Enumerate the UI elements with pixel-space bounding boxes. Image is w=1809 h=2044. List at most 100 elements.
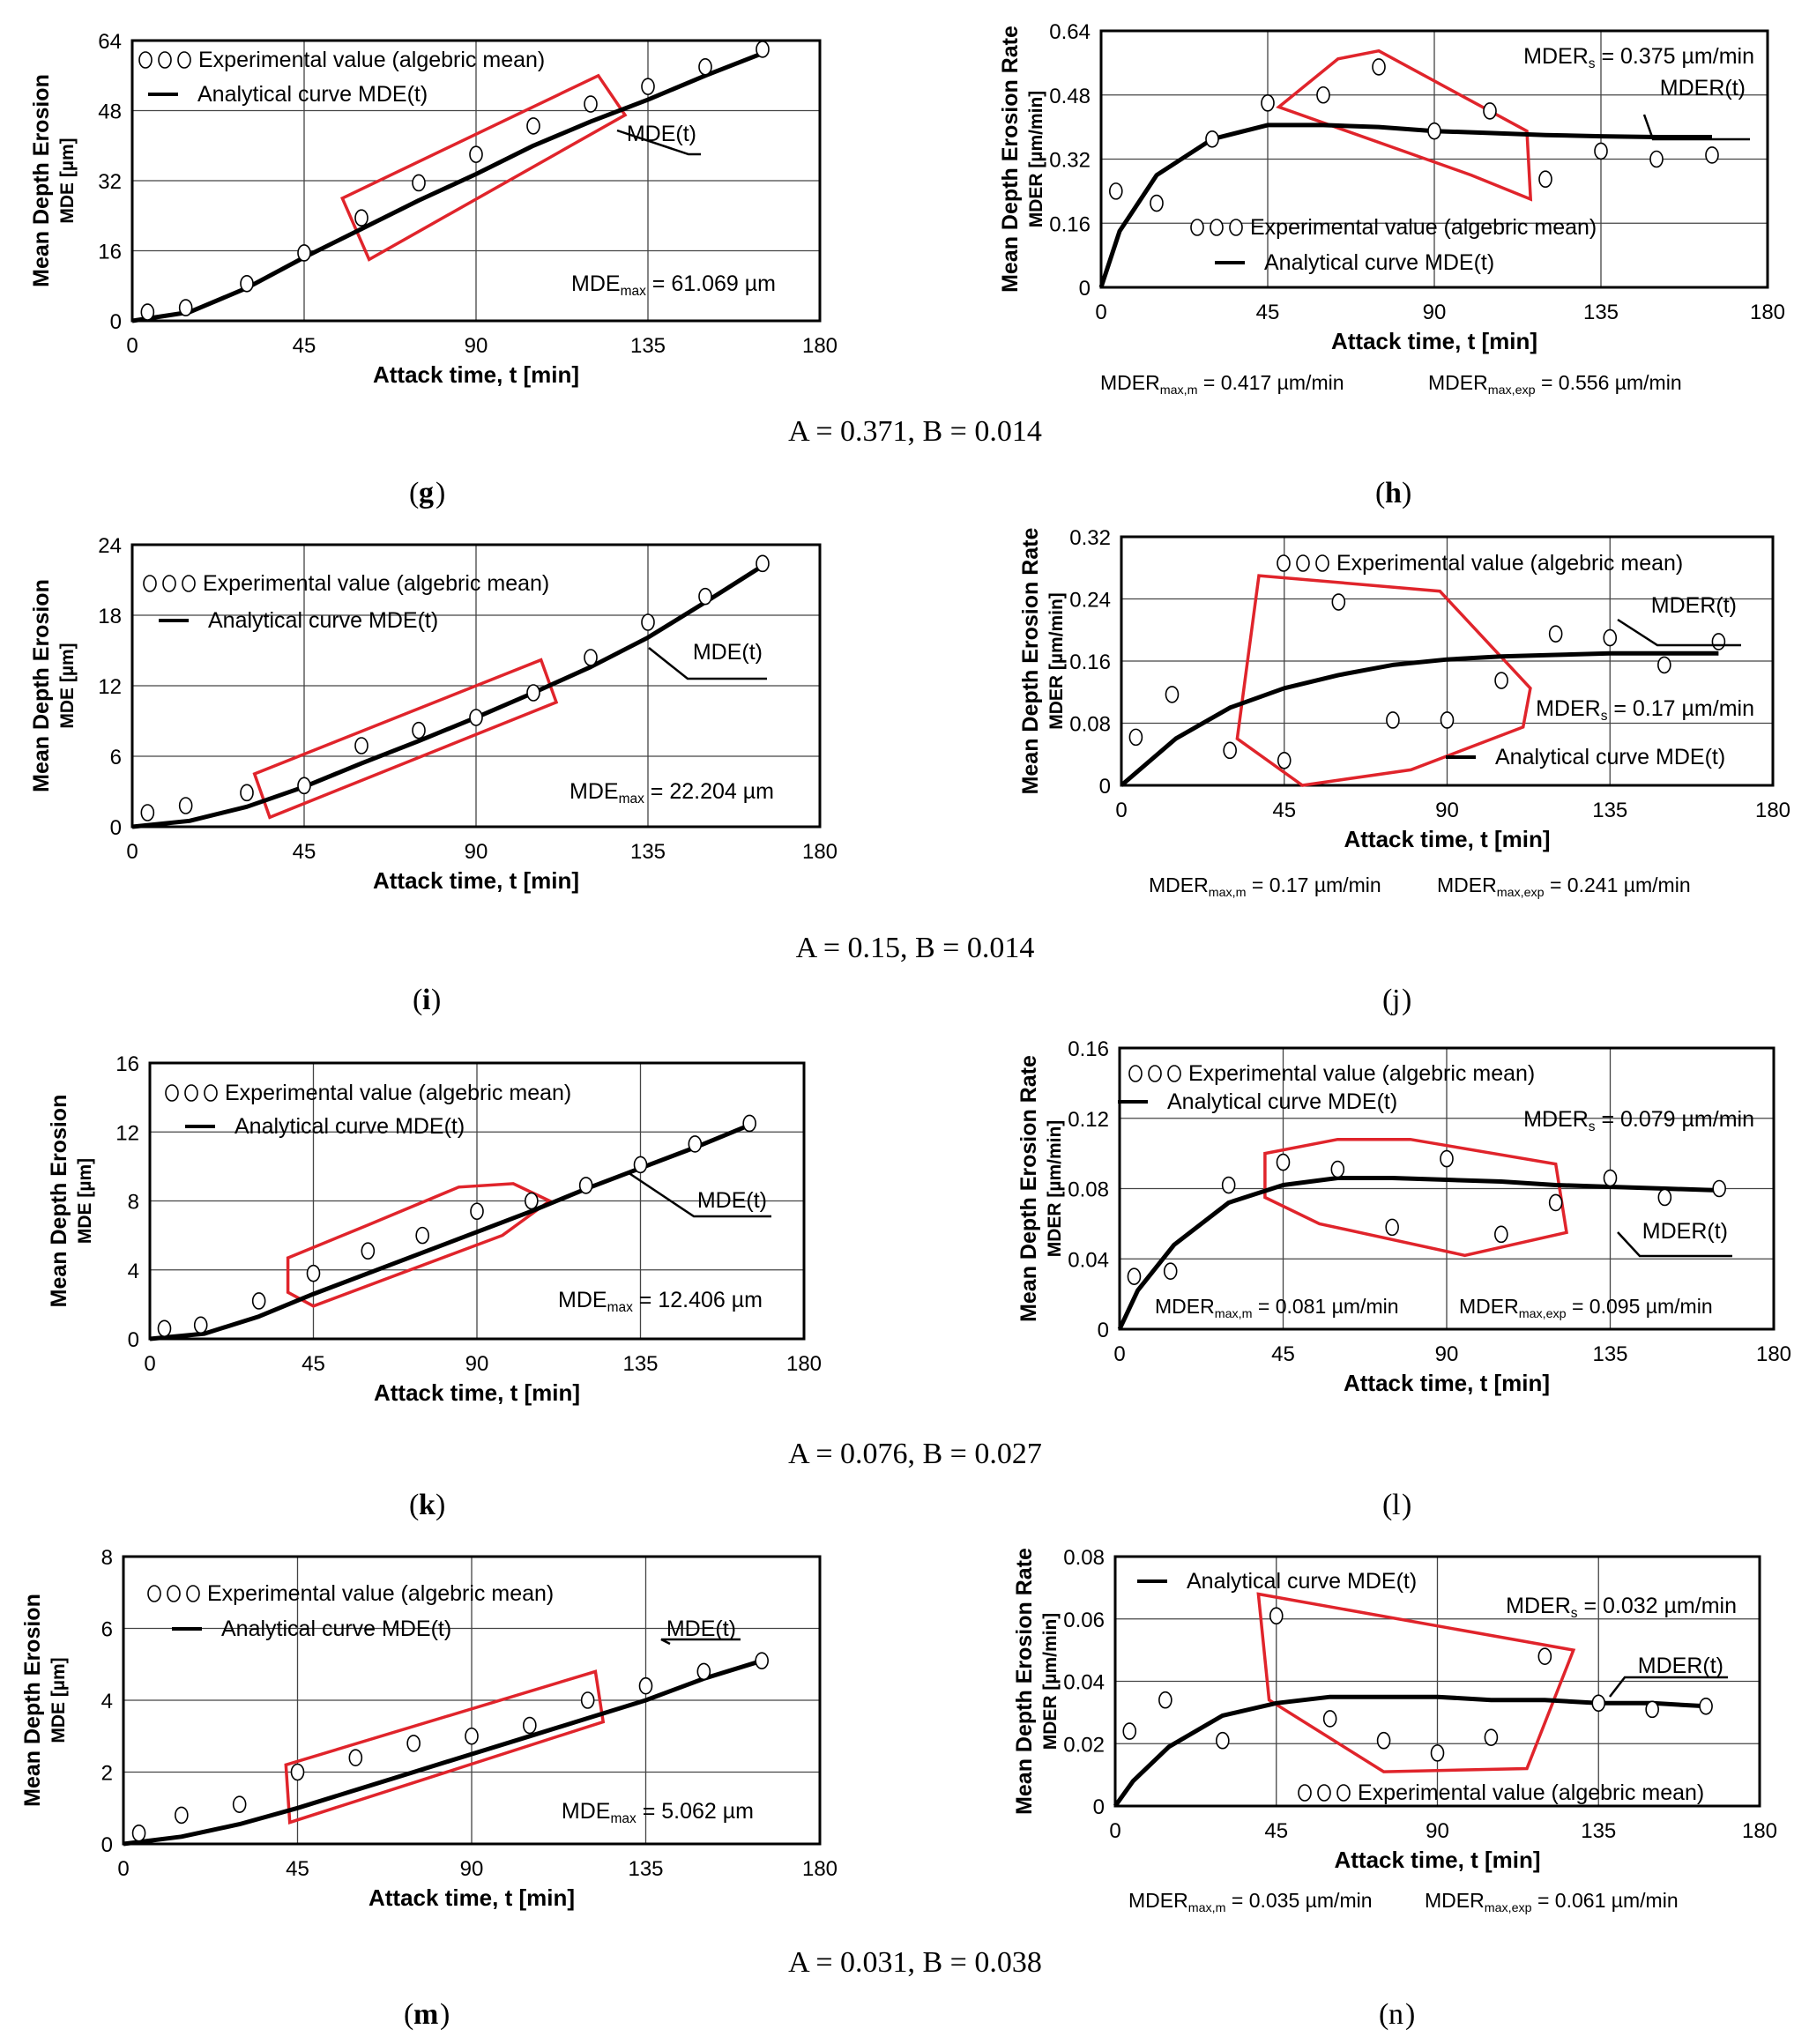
x-tick-label-k-1: 45 [302, 1352, 325, 1376]
experimental-point-l-6 [1440, 1149, 1454, 1168]
legend-analytical-i: Analytical curve MDE(t) [208, 608, 438, 633]
analytical-curve-h [1098, 123, 1712, 288]
annotation-l-2: MDERmax,exp = 0.095 µm/min [1459, 1295, 1713, 1321]
experimental-point-k-4 [361, 1242, 376, 1260]
svg-text:): ) [440, 1998, 450, 2031]
legend-marker-m-2 [186, 1585, 200, 1602]
experimental-point-l-5 [1385, 1218, 1399, 1237]
y-axis-sublabel-n: MDER [µm/min] [1040, 1613, 1061, 1750]
chart-k: 0 45 90 135 180 0 4 8 12 16 Attack time, t [min] Me… [47, 1052, 822, 1406]
experimental-point-g-2 [240, 274, 254, 293]
legend-marker-g-2 [177, 51, 191, 69]
experimental-point-g-3 [297, 244, 311, 262]
curve-leader-n [1609, 1676, 1728, 1698]
experimental-point-n-7 [1484, 1728, 1499, 1746]
panel-letter-k: k [419, 1489, 436, 1521]
row-params-3: A = 0.076, B = 0.027 [788, 1438, 1042, 1470]
y-axis-sublabel-k: MDE [µm] [75, 1158, 95, 1244]
y-axis-sublabel-h: MDER [µm/min] [1026, 91, 1046, 228]
experimental-point-i-5 [412, 721, 426, 740]
experimental-point-k-8 [578, 1177, 593, 1194]
x-tick-label-k-2: 90 [465, 1352, 489, 1376]
annotation-n-0: MDERs = 0.032 µm/min [1506, 1594, 1737, 1621]
x-tick-label-i-2: 90 [465, 840, 488, 864]
highlight-region-i [252, 658, 559, 820]
experimental-point-h-0 [1109, 182, 1123, 200]
x-axis-label-i: Attack time, t [min] [373, 867, 579, 894]
svg-text:(: ( [1379, 1998, 1388, 2031]
experimental-point-h-5 [1372, 58, 1386, 76]
y-tick-label-m-1: 2 [101, 1762, 113, 1786]
y-tick-label-i-0: 0 [110, 816, 122, 840]
x-tick-label-i-1: 45 [293, 840, 316, 864]
svg-text:): ) [1402, 477, 1411, 509]
y-tick-label-k-3: 12 [115, 1121, 139, 1145]
experimental-point-h-6 [1427, 122, 1441, 140]
experimental-point-h-4 [1316, 85, 1330, 104]
y-tick-label-i-4: 24 [98, 534, 122, 558]
x-tick-label-k-3: 135 [622, 1352, 658, 1376]
experimental-point-n-2 [1216, 1731, 1230, 1750]
legend-marker-k-0 [165, 1084, 179, 1102]
y-tick-label-h-2: 0.32 [1049, 149, 1091, 173]
panel-letter-g: g [419, 477, 434, 509]
y-tick-label-l-0: 0 [1098, 1319, 1109, 1342]
legend-experimental-l: Experimental value (algebric mean) [1188, 1061, 1535, 1086]
annotation-g-0: MDEmax = 61.069 µm [571, 271, 776, 299]
legend-analytical-h: Analytical curve MDE(t) [1264, 250, 1494, 275]
panel-label-g: (g) [409, 477, 445, 509]
experimental-point-m-10 [696, 1662, 711, 1681]
panel-letter-h: h [1385, 477, 1402, 509]
svg-text:(: ( [1375, 477, 1385, 509]
panel-label-l: (l) [1382, 1489, 1411, 1521]
experimental-point-j-6 [1440, 711, 1455, 729]
annotation-h-0: MDERs = 0.375 µm/min [1523, 44, 1754, 71]
experimental-point-i-7 [526, 684, 540, 702]
annotation-j-2: MDERmax,exp = 0.241 µm/min [1437, 873, 1691, 900]
y-tick-label-n-0: 0 [1093, 1795, 1105, 1819]
legend-experimental-k: Experimental value (algebric mean) [225, 1081, 571, 1105]
plot-frame-n [1113, 1555, 1761, 1808]
svg-text:(: ( [1382, 1489, 1392, 1521]
y-tick-label-l-3: 0.12 [1068, 1108, 1109, 1132]
experimental-point-l-2 [1221, 1176, 1236, 1194]
panel-label-m: (m) [404, 1998, 450, 2031]
experimental-point-n-6 [1430, 1744, 1445, 1762]
x-tick-label-k-4: 180 [786, 1352, 822, 1376]
experimental-point-j-0 [1128, 728, 1143, 747]
curve-leader-j [1617, 618, 1741, 647]
y-tick-label-n-2: 0.04 [1063, 1671, 1105, 1695]
annotation-j-1: MDERmax,m = 0.17 µm/min [1149, 873, 1381, 900]
highlight-region-n [1256, 1592, 1576, 1773]
panel-label-k: (k) [409, 1489, 445, 1521]
legend-experimental-j: Experimental value (algebric mean) [1336, 551, 1683, 576]
experimental-point-h-11 [1705, 146, 1719, 164]
legend-marker-k-2 [204, 1084, 218, 1102]
x-tick-label-g-3: 135 [630, 334, 666, 358]
curve-label-h: MDER(t) [1660, 76, 1746, 100]
chart-m: 0 45 90 135 180 0 2 4 6 8 Attack time, t [min] Mean… [20, 1546, 838, 1911]
x-tick-label-j-4: 180 [1755, 799, 1790, 822]
curve-label-j: MDER(t) [1651, 593, 1737, 618]
y-tick-label-j-4: 0.32 [1069, 526, 1111, 550]
curve-label-m: MDE(t) [666, 1617, 736, 1641]
experimental-point-j-3 [1277, 751, 1292, 769]
plot-frame-m [122, 1555, 822, 1846]
legend-analytical-m: Analytical curve MDE(t) [221, 1617, 451, 1641]
experimental-point-h-8 [1538, 170, 1552, 189]
x-tick-label-g-1: 45 [293, 334, 316, 358]
plot-frame-j [1120, 535, 1775, 787]
y-tick-label-g-3: 48 [98, 100, 122, 124]
experimental-point-l-7 [1494, 1225, 1508, 1244]
y-tick-label-j-3: 0.24 [1069, 589, 1111, 613]
chart-n: 0 45 90 135 180 0 0.02 0.04 0.06 0.08 Attack time,… [1012, 1546, 1777, 1915]
svg-text:): ) [431, 984, 441, 1016]
y-axis-label-m: Mean Depth Erosion [20, 1594, 45, 1807]
annotation-l-0: MDERs = 0.079 µm/min [1523, 1107, 1754, 1134]
experimental-point-j-10 [1657, 656, 1671, 674]
x-tick-label-m-1: 45 [286, 1857, 309, 1881]
curve-leader-k [627, 1171, 771, 1218]
highlight-region-g [340, 73, 628, 262]
legend-experimental-g: Experimental value (algebric mean) [198, 48, 545, 72]
experimental-point-i-10 [698, 587, 712, 606]
